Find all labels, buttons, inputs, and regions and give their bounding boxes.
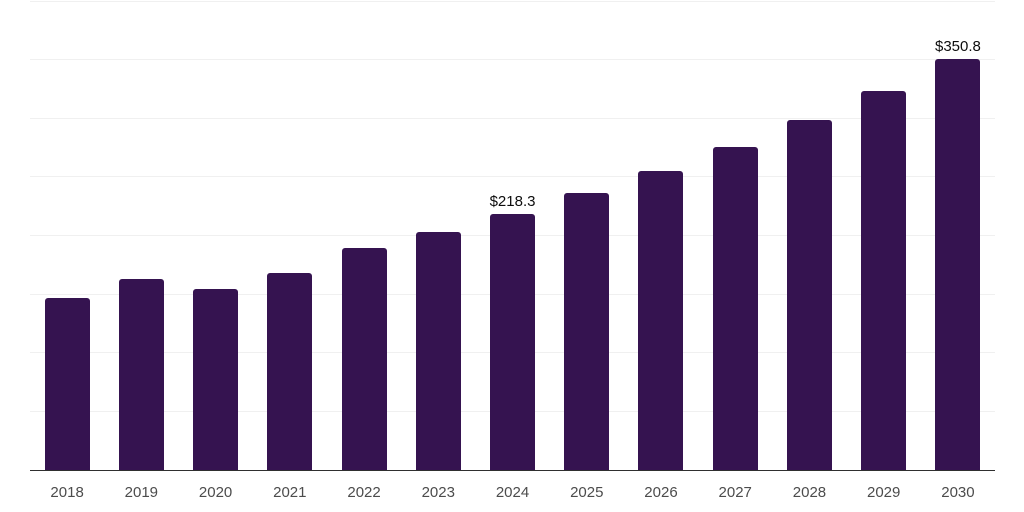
bar-2029 xyxy=(861,91,907,470)
x-tick-label-2020: 2020 xyxy=(198,484,233,501)
x-axis-labels: 2018 2019 2020 2021 2022 2023 2024 2025 2026 2027… xyxy=(30,482,995,504)
bar-2018 xyxy=(44,297,90,470)
gridline-250 xyxy=(30,176,995,178)
x-tick-label-2030: 2030 xyxy=(941,484,975,501)
bar-2023 xyxy=(415,232,461,470)
bar-value-label-2030: $350.8 xyxy=(934,37,981,55)
bar-group-2027 xyxy=(698,1,772,470)
x-tick-label-2019: 2019 xyxy=(124,484,159,501)
bar-group-2020 xyxy=(178,1,252,470)
x-tick-label-2021: 2021 xyxy=(273,484,307,501)
bar-2028 xyxy=(786,120,832,470)
gridline-400 xyxy=(30,0,995,2)
x-tick-label-2026: 2026 xyxy=(644,484,678,501)
bar-group-2029 xyxy=(847,1,921,470)
bar-2027 xyxy=(712,147,758,470)
x-tick-label-2018: 2018 xyxy=(50,484,84,501)
x-tick-label-2027: 2027 xyxy=(718,484,752,501)
bar-2030 xyxy=(935,58,981,470)
bar-group-2021 xyxy=(253,1,327,470)
bar-group-2026 xyxy=(624,1,698,470)
bar-2022 xyxy=(341,248,387,470)
x-tick-label-2023: 2023 xyxy=(421,484,455,501)
bars-row: $218.3 $350.8 xyxy=(30,1,995,470)
x-tick-label-2024: 2024 xyxy=(495,484,530,501)
bar-group-2030: $350.8 xyxy=(921,1,995,470)
bar-2021 xyxy=(267,272,313,470)
bar-2019 xyxy=(118,278,164,470)
bar-group-2024: $218.3 xyxy=(475,1,549,470)
gridline-350 xyxy=(30,59,995,61)
bar-group-2023 xyxy=(401,1,475,470)
bar-group-2022 xyxy=(327,1,401,470)
bar-group-2028 xyxy=(772,1,846,470)
x-tick-label-2028: 2028 xyxy=(792,484,827,501)
bar-2024 xyxy=(490,214,536,470)
bar-group-2018 xyxy=(30,1,104,470)
bar-value-label-2024: $218.3 xyxy=(489,193,536,211)
gridline-300 xyxy=(30,117,995,119)
bar-2025 xyxy=(564,192,610,470)
bar-2026 xyxy=(638,171,684,470)
bar-2020 xyxy=(193,289,239,470)
bar-group-2019 xyxy=(104,1,178,470)
x-tick-label-2025: 2025 xyxy=(570,484,604,501)
plot-area: $218.3 $350.8 xyxy=(30,0,995,471)
bar-group-2025 xyxy=(550,1,624,470)
x-tick-label-2029: 2029 xyxy=(867,484,901,501)
x-tick-label-2022: 2022 xyxy=(347,484,381,501)
